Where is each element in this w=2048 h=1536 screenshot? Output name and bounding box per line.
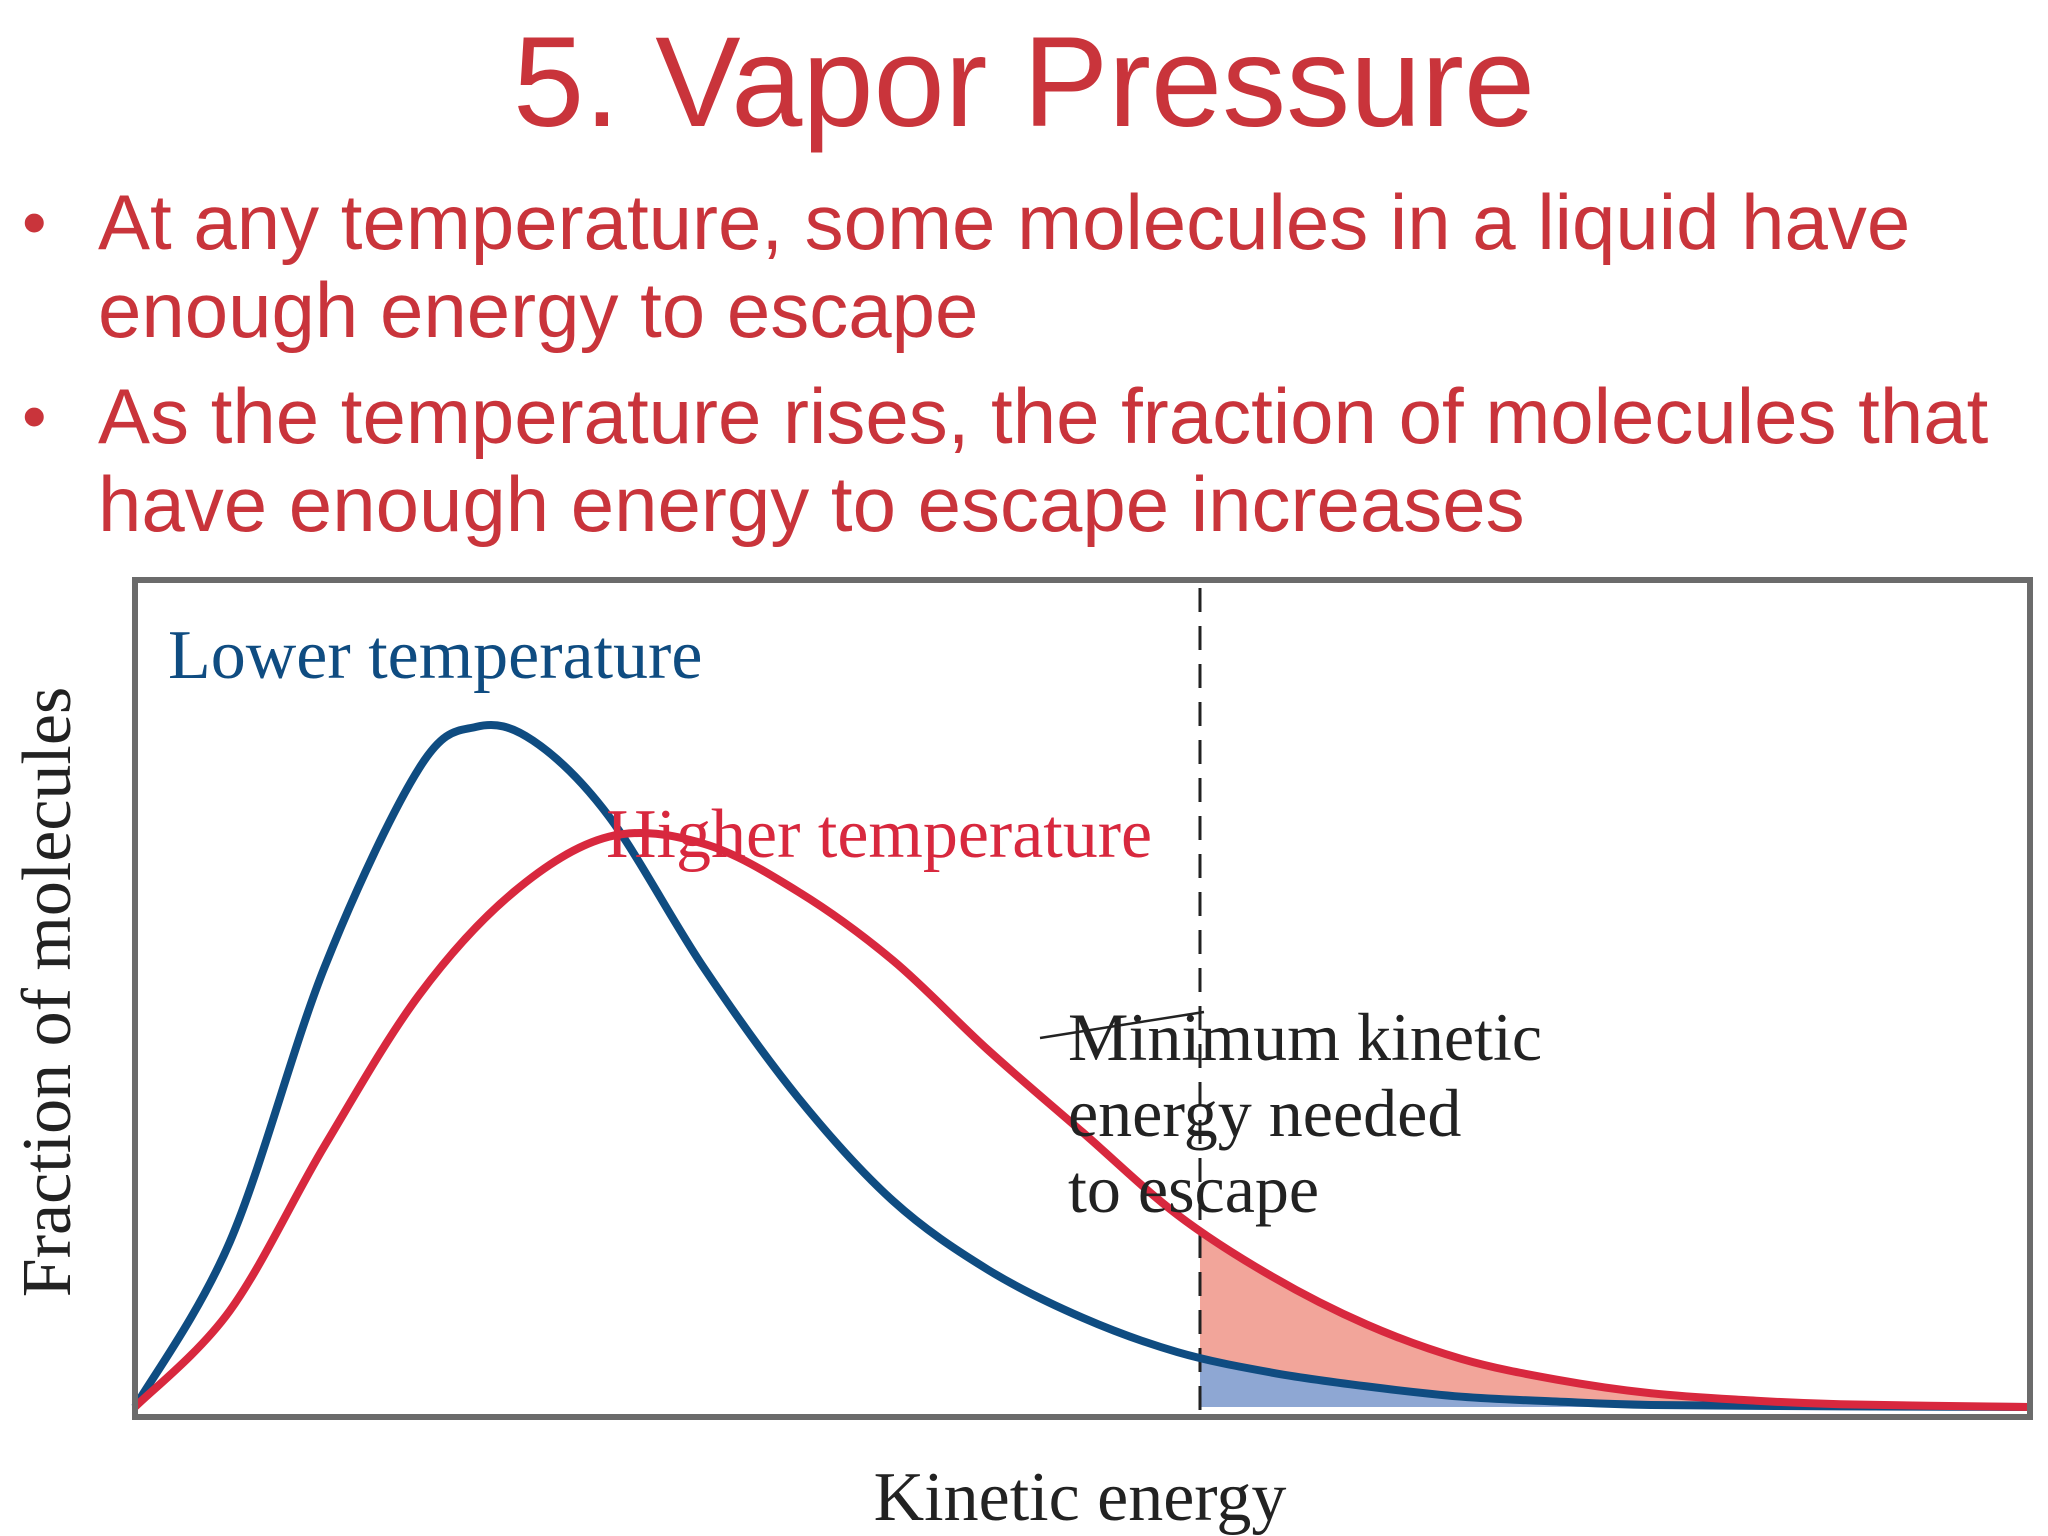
plot-frame bbox=[132, 577, 2033, 1420]
series-label-higher: Higher temperature bbox=[606, 796, 1152, 873]
series-label-lower: Lower temperature bbox=[168, 617, 702, 694]
series-line-higher bbox=[132, 829, 2031, 1411]
annotation-line: to escape bbox=[1068, 1151, 1319, 1227]
energy-distribution-chart: Lower temperature Higher temperature Min… bbox=[9, 577, 2033, 1536]
annotation-leader-line bbox=[1039, 1010, 1205, 1040]
bullet-item: • At any temperature, some molecules in … bbox=[22, 178, 2032, 354]
y-axis-label: Fraction of molecules bbox=[9, 687, 86, 1297]
bullet-dot: • bbox=[22, 183, 47, 261]
slide-title: 5. Vapor Pressure bbox=[512, 11, 1536, 154]
bullet-list: • At any temperature, some molecules in … bbox=[22, 178, 2032, 566]
tail-fill-higher bbox=[1199, 1229, 2030, 1407]
bullet-item: • As the temperature rises, the fraction… bbox=[22, 372, 2032, 548]
x-axis-label: Kinetic energy bbox=[874, 1459, 1287, 1536]
series-line-lower bbox=[131, 720, 2031, 1411]
annotation-line: energy needed bbox=[1068, 1075, 1461, 1151]
bullet-text: At any temperature, some molecules in a … bbox=[98, 178, 1911, 354]
bullet-dot: • bbox=[22, 377, 47, 455]
bullet-text: As the temperature rises, the fraction o… bbox=[98, 372, 1989, 548]
annotation-line: Minimum kinetic bbox=[1068, 999, 1542, 1075]
series-layer bbox=[131, 720, 2031, 1411]
